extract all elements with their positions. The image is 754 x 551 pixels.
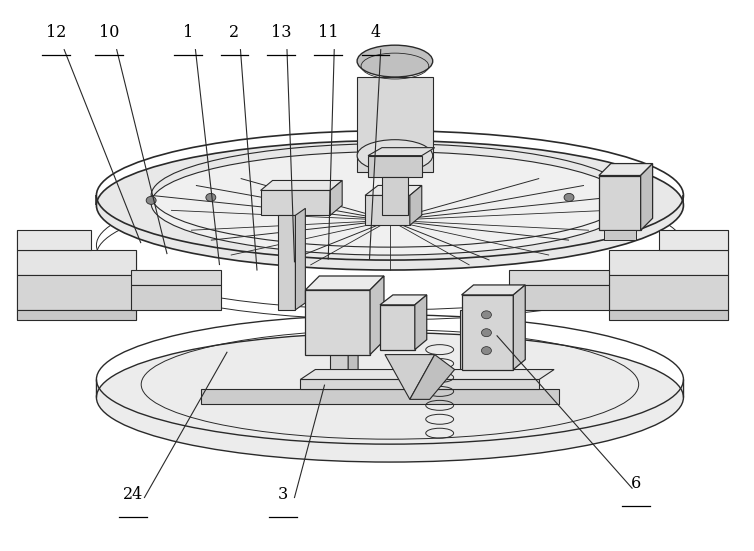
Polygon shape — [305, 290, 370, 355]
Polygon shape — [380, 295, 427, 305]
Polygon shape — [131, 270, 221, 285]
Text: 12: 12 — [46, 24, 66, 41]
Polygon shape — [370, 276, 384, 355]
Polygon shape — [330, 181, 342, 215]
Polygon shape — [17, 275, 136, 310]
Polygon shape — [278, 215, 296, 310]
Polygon shape — [201, 390, 559, 404]
Polygon shape — [641, 164, 653, 230]
Polygon shape — [365, 196, 410, 225]
Polygon shape — [300, 370, 554, 380]
Text: 6: 6 — [630, 475, 641, 492]
Polygon shape — [410, 186, 421, 225]
Polygon shape — [513, 285, 526, 370]
Ellipse shape — [206, 193, 216, 201]
Text: 24: 24 — [123, 486, 143, 503]
Ellipse shape — [357, 45, 433, 77]
Polygon shape — [415, 295, 427, 350]
Polygon shape — [461, 285, 526, 295]
Ellipse shape — [482, 347, 492, 355]
Polygon shape — [368, 155, 421, 177]
Polygon shape — [305, 276, 384, 290]
Polygon shape — [608, 275, 728, 310]
Ellipse shape — [97, 333, 683, 462]
Polygon shape — [608, 250, 728, 275]
Polygon shape — [131, 285, 221, 310]
Text: 2: 2 — [229, 24, 240, 41]
Polygon shape — [477, 302, 487, 385]
Polygon shape — [357, 77, 433, 171]
Polygon shape — [261, 181, 342, 191]
Polygon shape — [599, 176, 641, 230]
Polygon shape — [461, 295, 513, 370]
Polygon shape — [365, 186, 421, 196]
Polygon shape — [17, 250, 136, 275]
Ellipse shape — [564, 193, 574, 201]
Ellipse shape — [482, 311, 492, 319]
Ellipse shape — [357, 140, 433, 171]
Polygon shape — [385, 355, 435, 399]
Ellipse shape — [482, 329, 492, 337]
Text: 3: 3 — [278, 486, 288, 503]
Polygon shape — [330, 310, 348, 385]
Polygon shape — [300, 380, 539, 390]
Ellipse shape — [624, 196, 633, 204]
Ellipse shape — [151, 152, 629, 255]
Polygon shape — [17, 230, 91, 250]
Polygon shape — [604, 230, 636, 240]
Text: 4: 4 — [370, 24, 381, 41]
Polygon shape — [17, 310, 136, 320]
Polygon shape — [510, 270, 608, 285]
Polygon shape — [510, 285, 608, 310]
Polygon shape — [608, 310, 728, 320]
Polygon shape — [368, 148, 435, 155]
Polygon shape — [460, 310, 477, 385]
Text: 11: 11 — [318, 24, 339, 41]
Polygon shape — [382, 177, 408, 215]
Ellipse shape — [146, 196, 156, 204]
Polygon shape — [599, 164, 653, 176]
Polygon shape — [380, 305, 415, 350]
Text: 13: 13 — [271, 24, 291, 41]
Text: 1: 1 — [182, 24, 193, 41]
Polygon shape — [658, 230, 728, 250]
Ellipse shape — [97, 141, 683, 270]
Polygon shape — [261, 191, 330, 215]
Polygon shape — [296, 208, 305, 310]
Text: 10: 10 — [99, 24, 119, 41]
Polygon shape — [348, 302, 358, 385]
Polygon shape — [410, 355, 455, 399]
